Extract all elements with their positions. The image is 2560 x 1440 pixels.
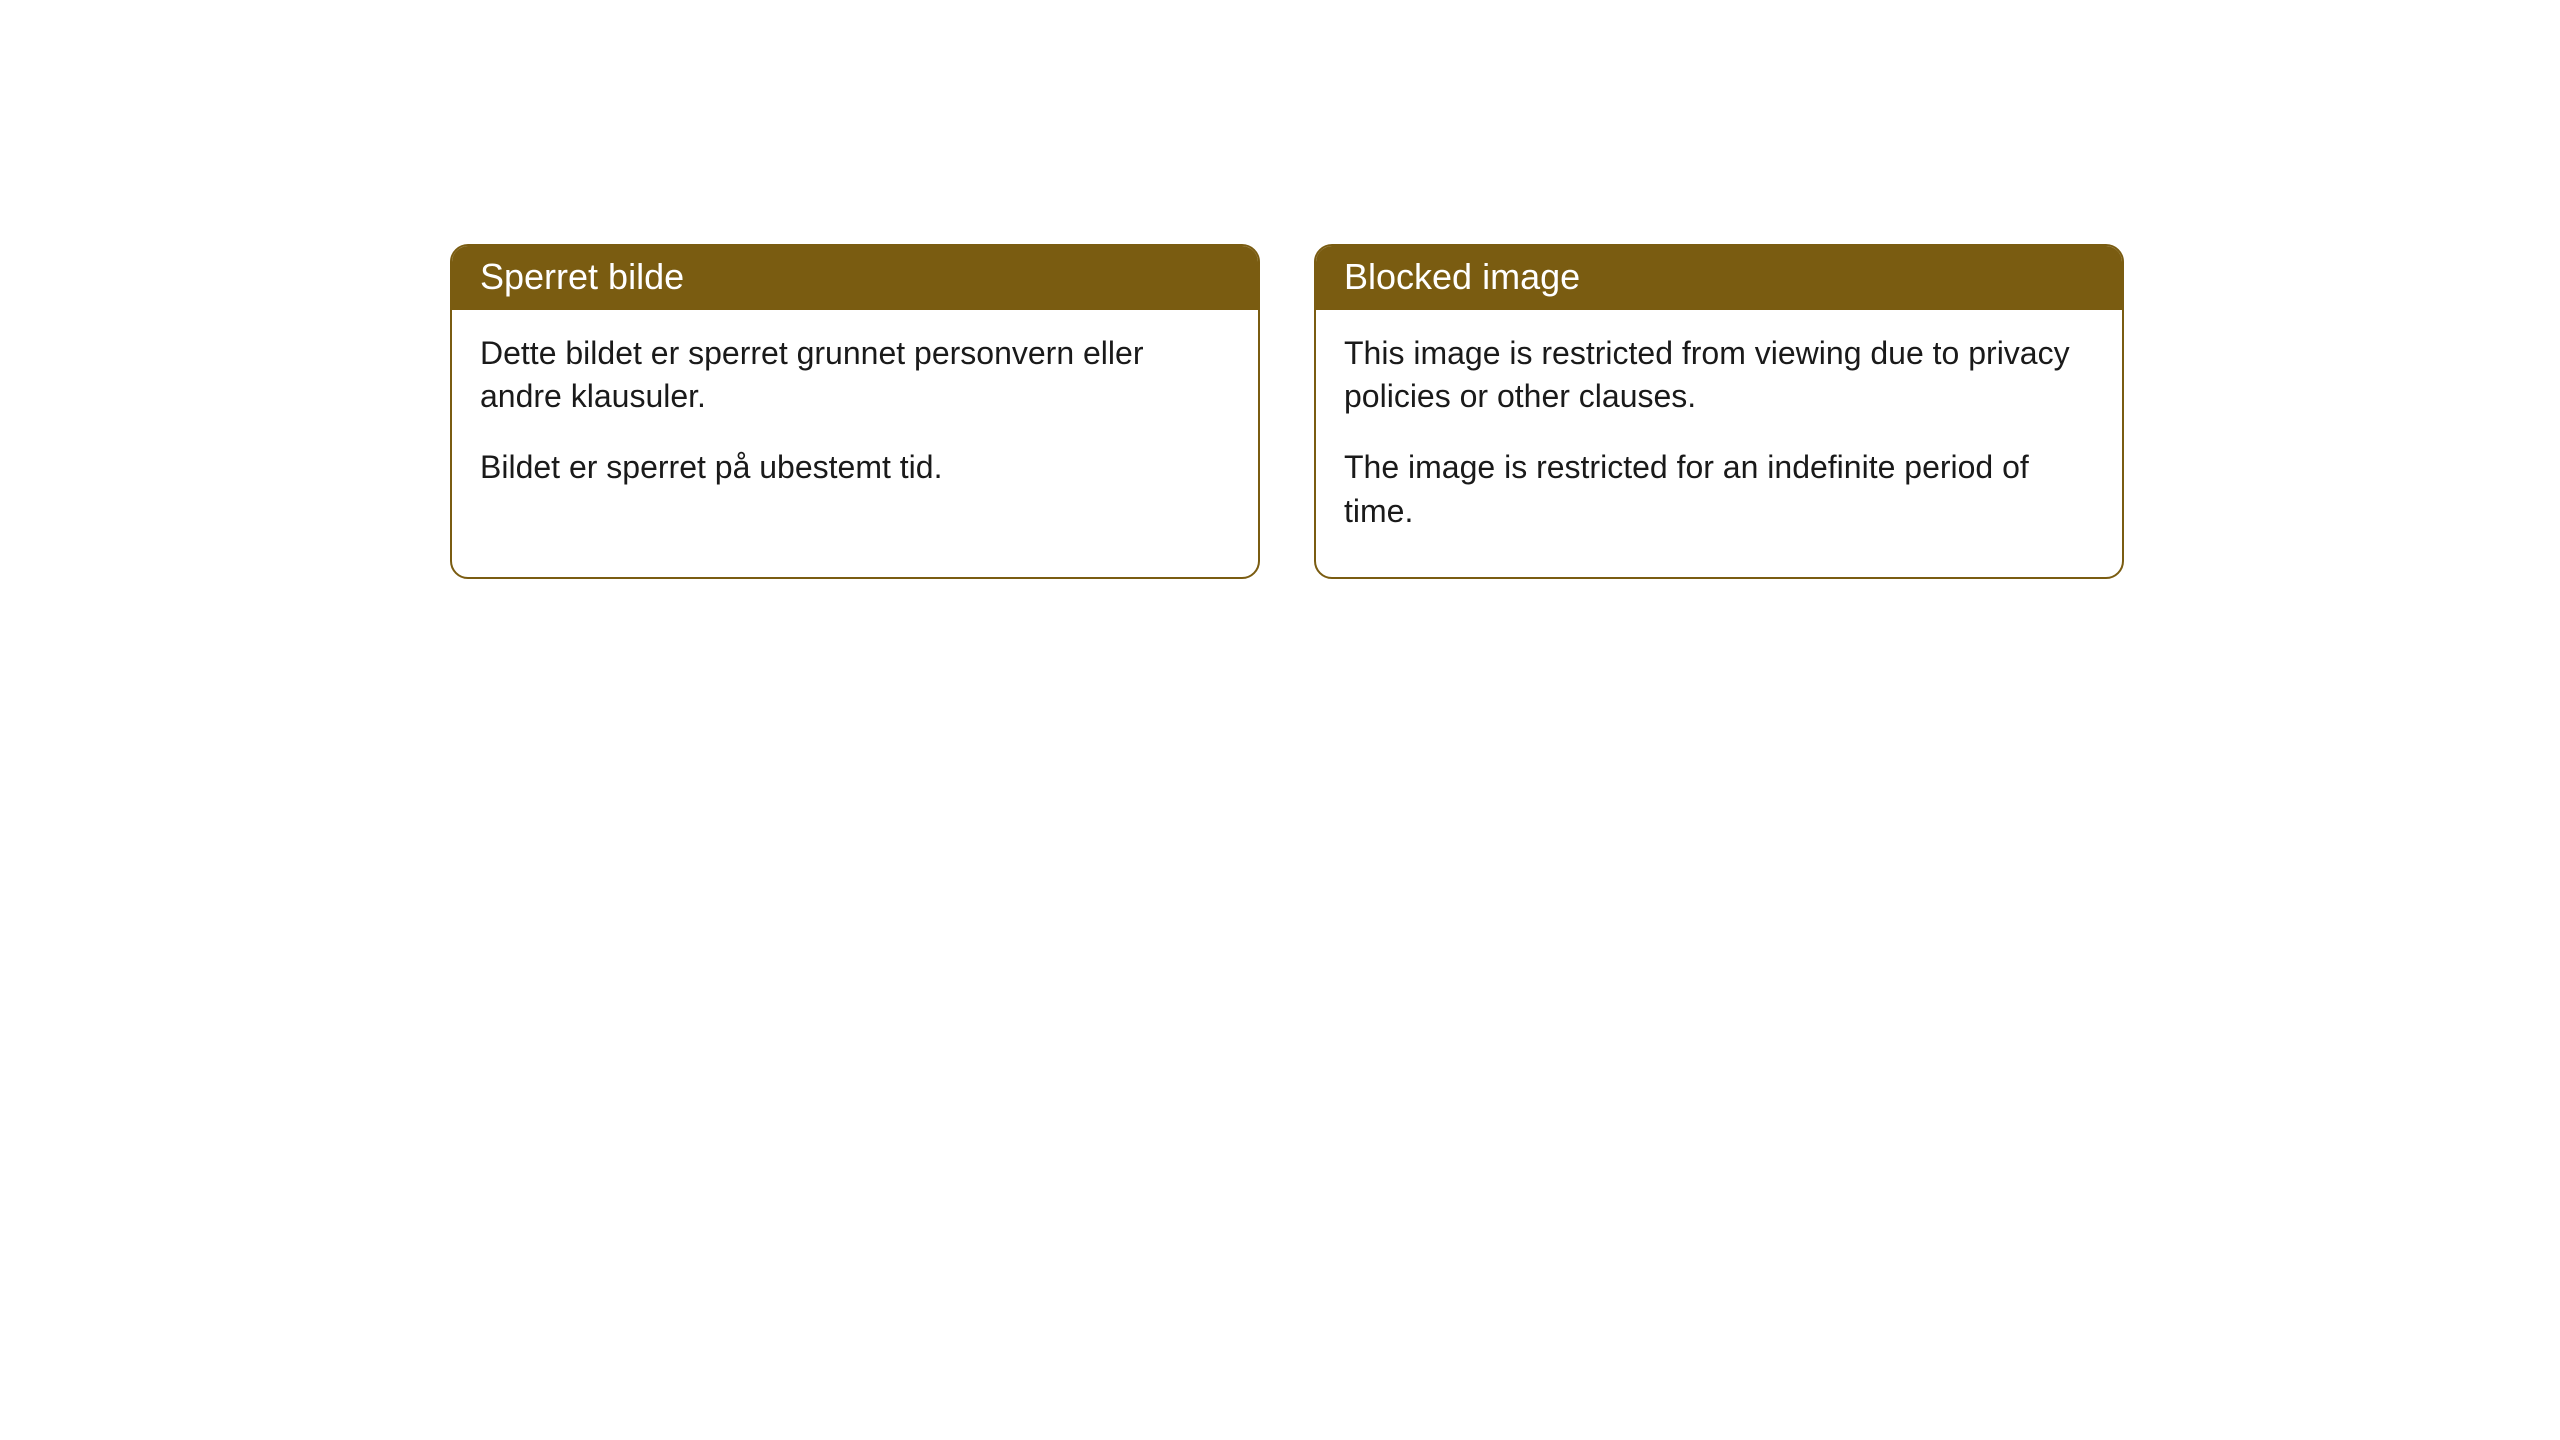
card-paragraph: This image is restricted from viewing du… — [1344, 332, 2094, 418]
card-body: Dette bildet er sperret grunnet personve… — [452, 310, 1258, 534]
card-title: Blocked image — [1316, 246, 2122, 310]
card-paragraph: The image is restricted for an indefinit… — [1344, 446, 2094, 532]
blocked-image-card-norwegian: Sperret bilde Dette bildet er sperret gr… — [450, 244, 1260, 579]
card-body: This image is restricted from viewing du… — [1316, 310, 2122, 577]
card-paragraph: Bildet er sperret på ubestemt tid. — [480, 446, 1230, 489]
card-title: Sperret bilde — [452, 246, 1258, 310]
blocked-image-card-english: Blocked image This image is restricted f… — [1314, 244, 2124, 579]
notice-cards-container: Sperret bilde Dette bildet er sperret gr… — [450, 244, 2124, 579]
card-paragraph: Dette bildet er sperret grunnet personve… — [480, 332, 1230, 418]
